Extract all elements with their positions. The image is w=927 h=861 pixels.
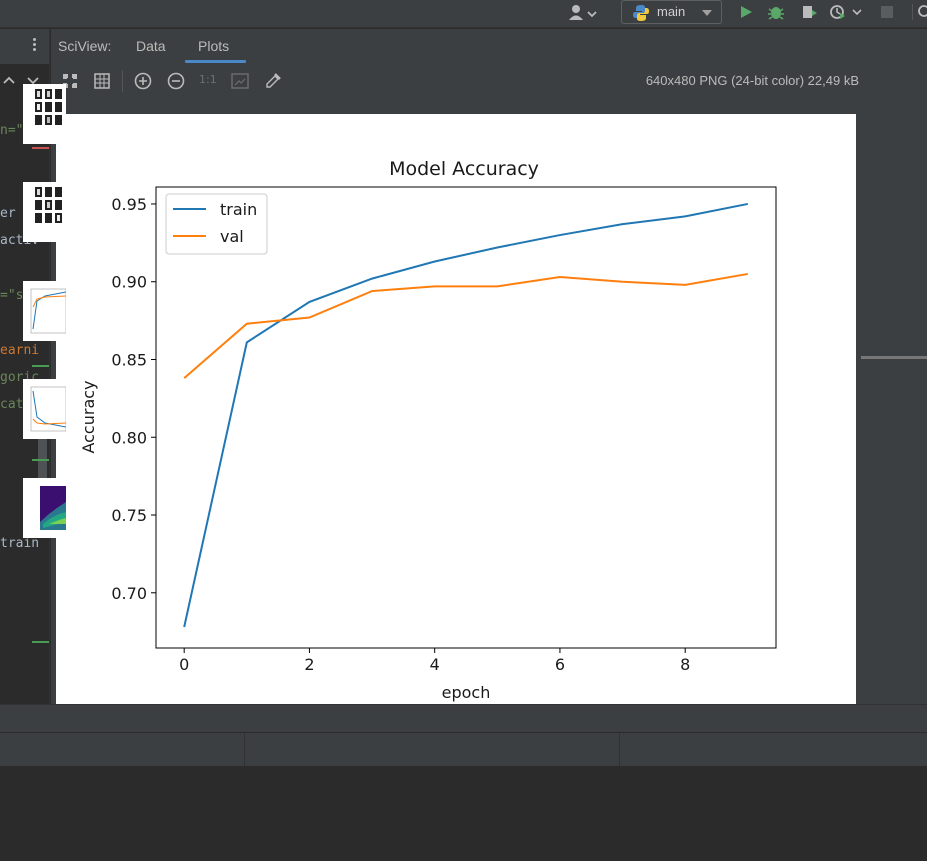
user-icon[interactable] (566, 4, 600, 22)
plot-thumbnail[interactable] (23, 182, 66, 242)
actual-size-icon[interactable]: 1:1 (199, 73, 217, 86)
debug-icon[interactable] (766, 2, 786, 22)
branch-selector[interactable]: main (621, 0, 722, 24)
x-tick-label: 8 (680, 655, 690, 674)
plot-thumbnail[interactable] (23, 281, 66, 341)
status-separator (619, 733, 620, 767)
y-tick-label: 0.95 (111, 195, 147, 214)
editor-scrollbar[interactable] (38, 409, 47, 515)
thumbnail-divider (861, 356, 927, 359)
main-toolbar: main (0, 0, 927, 28)
plot-thumbnail[interactable] (23, 84, 66, 144)
legend-label-val: val (220, 227, 244, 246)
change-marker (32, 147, 49, 149)
code-line: earni (0, 343, 40, 358)
python-icon (633, 5, 649, 21)
image-info: 640x480 PNG (24-bit color) 22,49 kB (645, 73, 859, 88)
line-chart-icon (30, 288, 66, 334)
zoom-in-icon[interactable] (134, 72, 152, 90)
run-icon[interactable] (738, 2, 754, 22)
coverage-icon[interactable] (800, 2, 818, 22)
y-tick-label: 0.90 (111, 273, 147, 292)
fit-zoom-icon[interactable] (61, 72, 79, 90)
editor-header (0, 29, 49, 64)
search-icon[interactable] (906, 2, 927, 22)
navigation-arrows-icon[interactable] (0, 73, 46, 87)
x-tick-label: 0 (179, 655, 189, 674)
sciview-label: SciView: (58, 38, 112, 54)
y-tick-label: 0.75 (111, 506, 147, 525)
color-picker-icon[interactable] (264, 72, 282, 90)
plots-history (861, 64, 927, 704)
x-axis: 0 2 4 6 8 (179, 648, 690, 674)
plot-toolbar: 1:1 640x480 PNG (24-bit color) 22,49 kB (51, 64, 927, 98)
series-lines (183, 202, 749, 628)
tab-data[interactable]: Data (136, 38, 166, 54)
heatmap-icon (40, 486, 66, 530)
y-tick-label: 0.80 (111, 428, 147, 447)
change-marker (32, 365, 49, 367)
more-options-icon[interactable] (33, 38, 36, 53)
series-line-train (183, 202, 749, 628)
code-line: train (0, 536, 40, 551)
plot-thumbnail[interactable] (23, 478, 66, 538)
change-marker (32, 641, 49, 643)
chart-title: Model Accuracy (389, 158, 539, 180)
x-tick-label: 6 (555, 655, 565, 674)
legend-label-train: train (220, 200, 257, 219)
series-line-val (183, 272, 748, 379)
image-grid-icon (35, 89, 62, 125)
status-separator (244, 733, 245, 767)
plot-thumbnail[interactable] (23, 379, 66, 439)
y-axis-label: Accuracy (79, 380, 98, 453)
branch-label: main (657, 4, 686, 19)
grid-icon[interactable] (93, 72, 111, 90)
x-tick-label: 4 (430, 655, 440, 674)
status-bar (0, 732, 927, 767)
sciview-header: SciView: Data Plots (51, 29, 927, 64)
x-axis-label: epoch (442, 683, 491, 702)
legend: train val (165, 193, 268, 255)
chevron-down-icon (702, 10, 712, 16)
profile-icon[interactable] (828, 2, 862, 22)
image-grid-icon (35, 187, 62, 223)
plot-frame (155, 186, 777, 649)
toolbar-separator (122, 70, 123, 92)
active-tab-indicator (185, 60, 246, 63)
y-axis: 0.70 0.75 0.80 0.85 0.90 0.95 (111, 195, 156, 603)
change-marker (32, 459, 49, 461)
y-tick-label: 0.70 (111, 584, 147, 603)
y-tick-label: 0.85 (111, 350, 147, 369)
tab-plots[interactable]: Plots (198, 38, 230, 54)
zoom-out-icon[interactable] (167, 72, 185, 90)
plot-image: Model Accuracy 0 2 4 6 8 0.70 0.75 0.80 0.85 0.9… (56, 114, 856, 714)
bottom-panel (0, 766, 927, 861)
tool-window-divider (0, 704, 927, 732)
stop-icon[interactable] (880, 2, 894, 22)
accuracy-chart: Model Accuracy 0 2 4 6 8 0.70 0.75 0.80 0.85 0.9… (79, 158, 777, 702)
background-icon[interactable] (231, 72, 249, 90)
line-chart-icon (30, 386, 66, 432)
x-tick-label: 2 (304, 655, 314, 674)
